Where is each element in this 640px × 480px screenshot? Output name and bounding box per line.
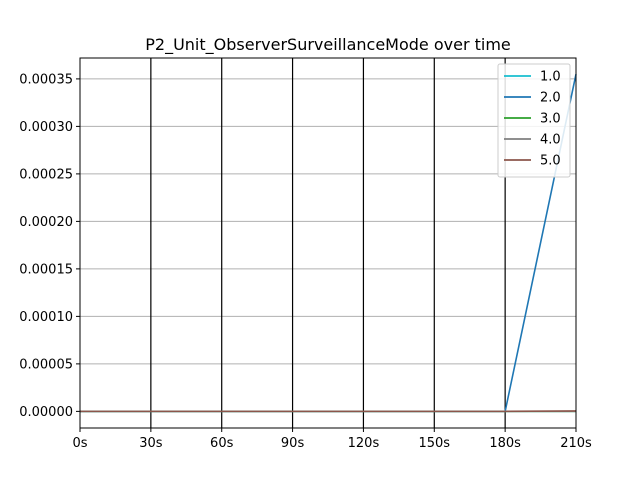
x-tick-label: 120s [348,436,380,451]
legend-label: 2.0 [540,91,561,106]
legend-label: 4.0 [540,133,561,148]
x-tick-label: 30s [139,436,163,451]
x-tick-label: 210s [560,436,592,451]
x-tick-label: 60s [210,436,234,451]
x-tick-label: 180s [489,436,521,451]
series-layer [80,73,577,413]
y-tick-label: 0.00035 [19,72,73,87]
legend-label: 3.0 [540,112,561,127]
legend-box [497,63,571,178]
legend-label: 5.0 [540,154,561,169]
y-tick-label: 0.00020 [19,215,73,230]
y-tick-label: 0.00000 [19,405,73,420]
x-tick-label: 90s [281,436,305,451]
y-tick-label: 0.00025 [19,167,73,182]
y-tick-label: 0.00015 [19,262,73,277]
plot-area-frame [79,57,577,429]
chart-title: P2_Unit_ObserverSurveillanceMode over ti… [145,35,511,55]
x-tick-label: 0s [72,436,87,451]
axis-layer: 0.00000 0.00005 0.00010 0.00015 0.00020 0.000… [19,72,592,451]
y-tick-label: 0.00005 [19,357,73,372]
grid-layer [80,58,576,428]
legend-label: 1.0 [540,70,561,85]
y-tick-label: 0.00010 [19,310,73,325]
x-tick-label: 150s [418,436,450,451]
legend: 1.0 2.0 3.0 4.0 5.0 [497,63,571,178]
y-tick-label: 0.00030 [19,120,73,135]
